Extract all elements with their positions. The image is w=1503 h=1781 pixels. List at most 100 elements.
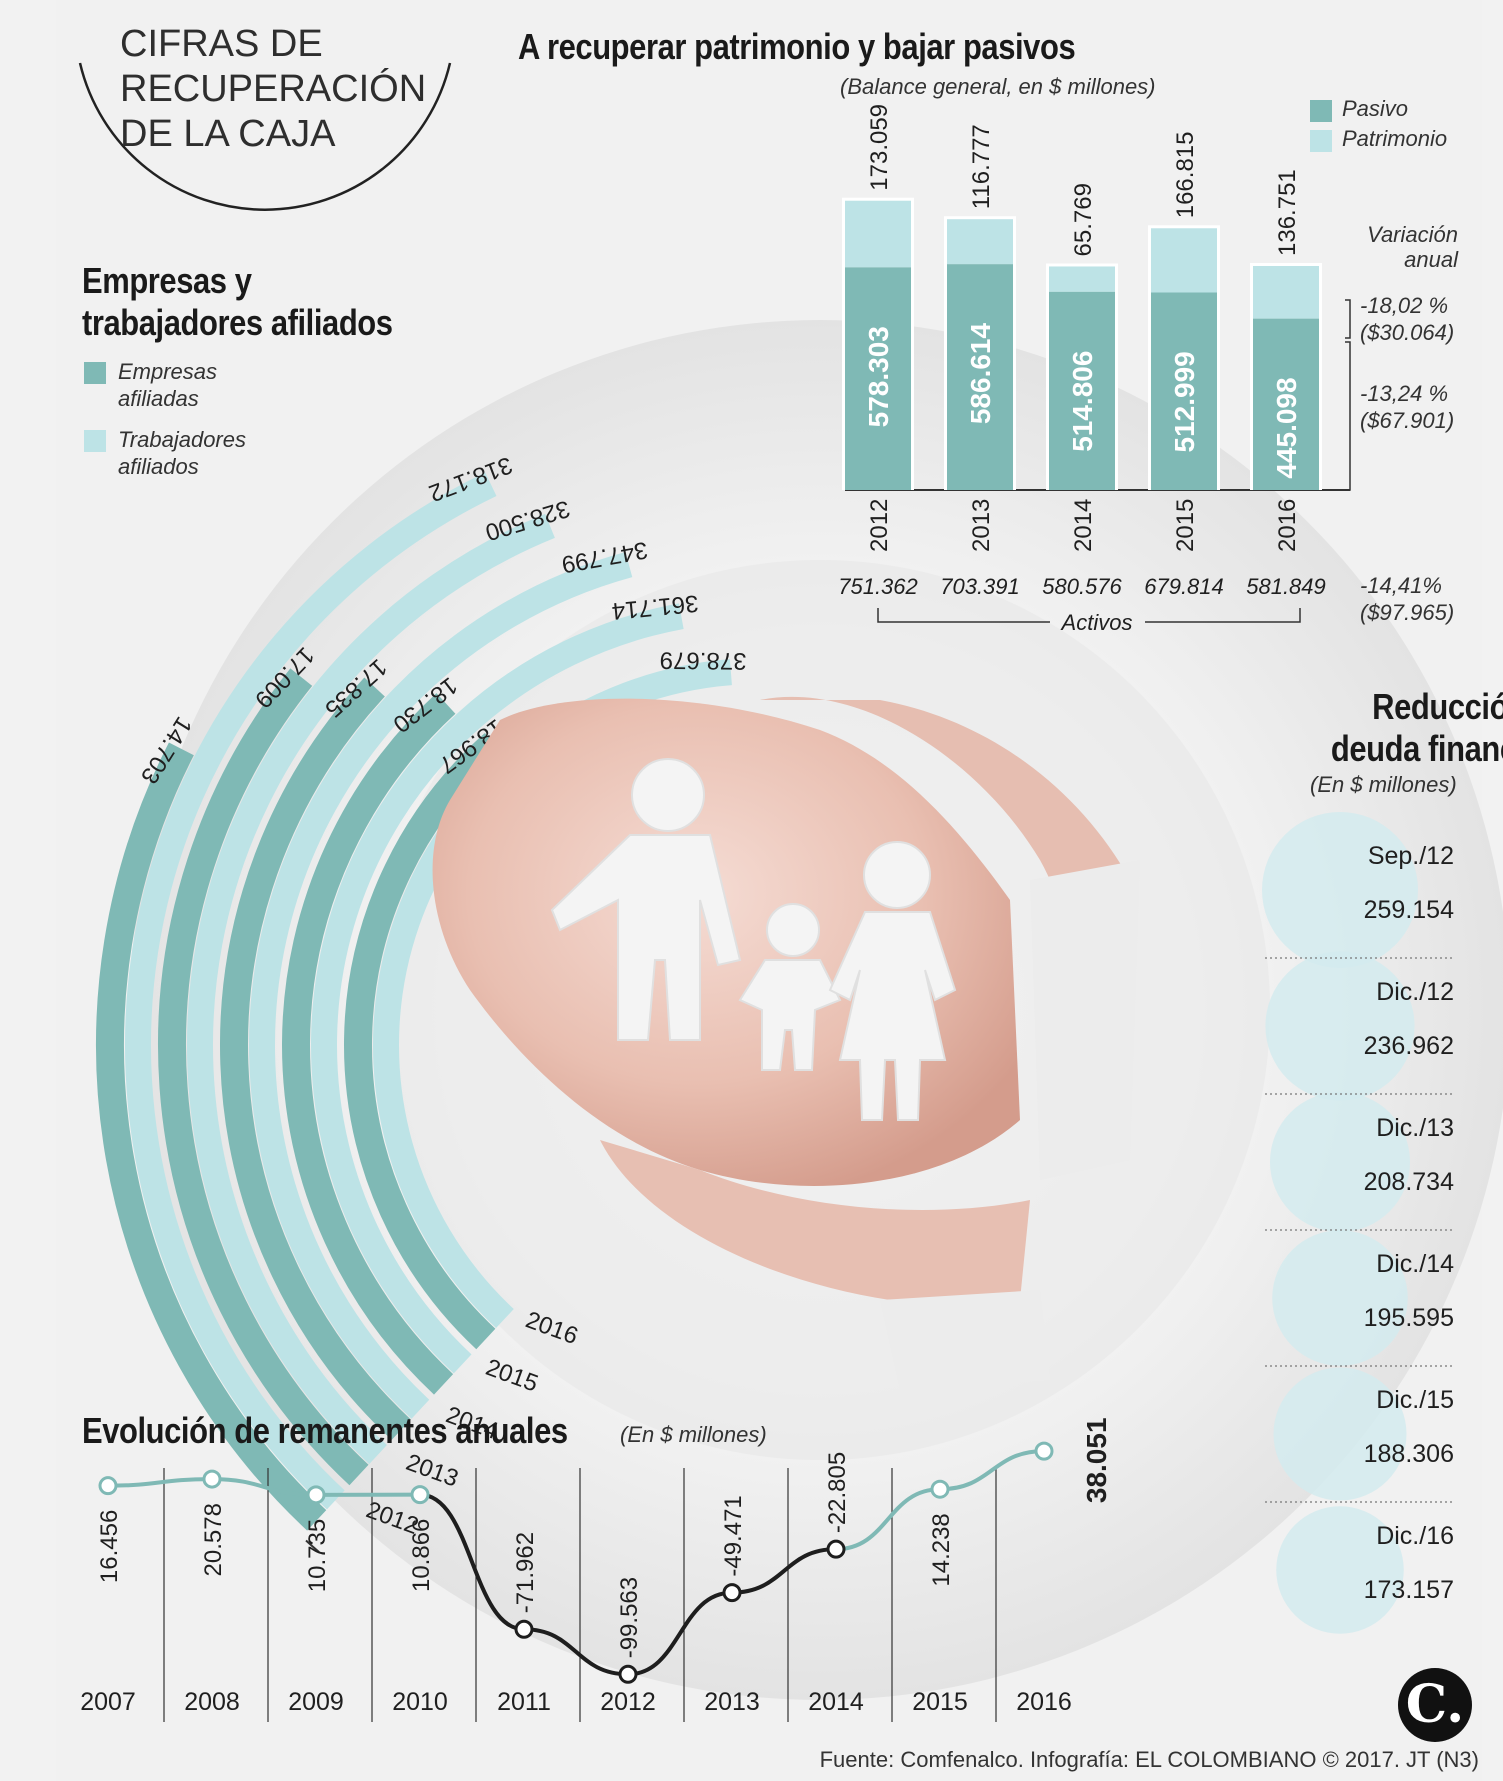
remanentes-title: Evolución de remanentes anuales [82, 1410, 568, 1451]
arc-empresas [344, 732, 504, 1350]
balance-bar-patrimonio [1049, 266, 1115, 292]
arc-trabajadores [187, 513, 555, 1465]
activos-bracket [877, 608, 1301, 623]
remanentes-value-label: -71.962 [512, 1532, 539, 1613]
remanentes-line-positive [107, 1477, 421, 1497]
deuda-bubble [1276, 1506, 1404, 1634]
deuda-title: Reducción de deuda financiera [1243, 686, 1503, 770]
el-colombiano-logo: C. [1398, 1668, 1472, 1742]
legend-empresas-line-1: Empresas [118, 359, 218, 384]
variacion-2-pct: -13,24 % [1360, 381, 1449, 406]
arc-empresas [96, 742, 327, 1531]
remanentes-value-label: 16.456 [96, 1510, 123, 1583]
balance-label-pasivo: 586.614 [965, 323, 996, 425]
remanentes-value-label: 38.051 [1081, 1417, 1112, 1503]
deuda-period-label: Sep./12 [1368, 842, 1454, 870]
balance-label-patrimonio: 116.777 [968, 124, 995, 209]
legend-trabajadores-label: Trabajadores afiliados [118, 426, 246, 480]
variacion-3-amt: ($97.965) [1360, 600, 1455, 625]
balance-bar-patrimonio [1151, 228, 1217, 293]
balance-activos-value: 751.362 [838, 574, 918, 599]
balance-bar-pasivo [1151, 292, 1217, 490]
balance-bar-patrimonio [1253, 265, 1319, 319]
balance-label-pasivo: 445.098 [1271, 377, 1302, 478]
balance-subtitle: (Balance general, en $ millones) [840, 74, 1156, 99]
legend-trabajadores-line-2: afiliados [118, 454, 199, 479]
balance-year-label: 2014 [1070, 499, 1097, 552]
main-title-line-3: DE LA CAJA [120, 113, 336, 155]
remanentes-year-label: 2013 [704, 1688, 760, 1716]
arc-trabajadores [125, 472, 497, 1510]
main-title-line-1: CIFRAS DE [120, 23, 323, 65]
deuda-subtitle: (En $ millones) [1310, 772, 1457, 797]
balance-year-label: 2016 [1274, 499, 1301, 552]
remanentes-year-label: 2011 [497, 1688, 551, 1716]
variacion-1: -18,02 % ($30.064) [1360, 292, 1454, 346]
deuda-value-label: 173.157 [1364, 1576, 1454, 1604]
balance-year-label: 2015 [1172, 499, 1199, 552]
remanentes-value-label: -49.471 [720, 1495, 747, 1576]
remanentes-point [514, 1619, 534, 1639]
balance-year-label: 2013 [968, 499, 995, 552]
legend-pasivo-label: Pasivo [1342, 96, 1409, 121]
legend-trabajadores-line-1: Trabajadores [118, 427, 246, 452]
arc-empresas [220, 677, 411, 1440]
deuda-bubble [1262, 812, 1418, 968]
remanentes-year-label: 2010 [392, 1688, 448, 1716]
arc-empresas [158, 668, 369, 1486]
remanentes-point [722, 1583, 742, 1603]
legend-trabajadores-swatch [84, 430, 106, 452]
variacion-3: -14,41% ($97.965) [1360, 572, 1454, 626]
remanentes-year-label: 2009 [288, 1688, 344, 1716]
balance-activos-value: 580.576 [1042, 574, 1122, 599]
remanentes-point [618, 1664, 638, 1684]
balance-activos-value: 581.849 [1246, 574, 1326, 599]
deuda-bubble [1265, 951, 1415, 1101]
afiliados-title-line-1: Empresas y [82, 260, 252, 301]
balance-chart: 578.303 173.059 2012 751.362 586.614 116.777 2… [838, 104, 1351, 635]
balance-label-patrimonio: 166.815 [1172, 132, 1199, 219]
balance-year-label: 2012 [866, 499, 893, 552]
deuda-period-label: Dic./13 [1376, 1114, 1454, 1142]
arc-trabajadores-label: 378.679 [660, 646, 747, 674]
deuda-value-label: 259.154 [1364, 896, 1454, 924]
balance-bar-pasivo [1253, 318, 1319, 490]
remanentes-year-label: 2016 [1016, 1688, 1072, 1716]
variacion-2: -13,24 % ($67.901) [1360, 380, 1454, 434]
variacion-3-pct: -14,41% [1360, 573, 1442, 598]
main-title-circle [78, 62, 452, 211]
deuda-title-line-2: deuda financiera [1330, 728, 1503, 769]
remanentes-value-label: 10.866 [408, 1519, 435, 1592]
balance-bar-pasivo [1049, 291, 1115, 490]
deuda-value-label: 208.734 [1364, 1168, 1454, 1196]
remanentes-value-label: 10.735 [304, 1519, 331, 1592]
remanentes-point [202, 1469, 222, 1489]
activos-label: Activos [1060, 610, 1133, 635]
remanentes-year-label: 2012 [600, 1688, 656, 1716]
family-figures-icon [550, 758, 957, 1121]
arc-empresas [282, 693, 456, 1395]
balance-bar-patrimonio [845, 200, 911, 268]
balance-label-patrimonio: 136.751 [1274, 169, 1301, 256]
variacion-1-bracket [1345, 299, 1351, 339]
legend-patrimonio-swatch [1310, 130, 1332, 152]
deuda-bubble [1273, 1367, 1407, 1501]
legend-empresas-swatch [84, 362, 106, 384]
source-credit: Fuente: Comfenalco. Infografía: EL COLOM… [819, 1747, 1479, 1772]
remanentes-line-chart: 16.456 2007 20.578 2008 10.735 2009 10.866 2010… [80, 1417, 1112, 1722]
remanentes-year-label: 2015 [912, 1688, 968, 1716]
remanentes-point [1034, 1441, 1054, 1461]
remanentes-point [98, 1476, 118, 1496]
remanentes-value-label: -22.805 [824, 1452, 851, 1533]
deuda-value-label: 188.306 [1364, 1440, 1454, 1468]
balance-activos-value: 703.391 [940, 574, 1020, 599]
variacion-title: Variación anual [1330, 222, 1458, 272]
remanentes-subtitle: (En $ millones) [620, 1422, 767, 1447]
deuda-bubble [1272, 1230, 1408, 1366]
legend-patrimonio-label: Patrimonio [1342, 126, 1448, 151]
left-margin [0, 0, 56, 1781]
arc-trabajadores [249, 552, 633, 1419]
remanentes-year-label: 2008 [184, 1688, 240, 1716]
afiliados-title-line-2: trabajadores afiliados [82, 302, 393, 343]
